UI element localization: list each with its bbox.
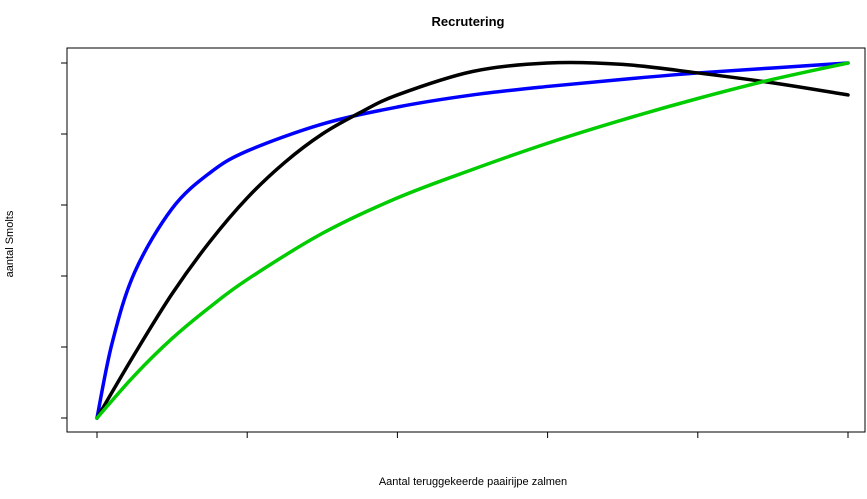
plot-frame <box>66 47 866 433</box>
axis-ticks <box>61 62 849 438</box>
series-lines <box>95 60 850 420</box>
x-axis-label: Aantal teruggekeerde paairijpe zalmen <box>379 476 567 488</box>
series-line-3 <box>95 61 850 420</box>
y-axis-label: aantal Smolts <box>4 210 16 277</box>
chart-title: Recrutering <box>432 14 505 29</box>
series-line-2 <box>95 60 850 420</box>
